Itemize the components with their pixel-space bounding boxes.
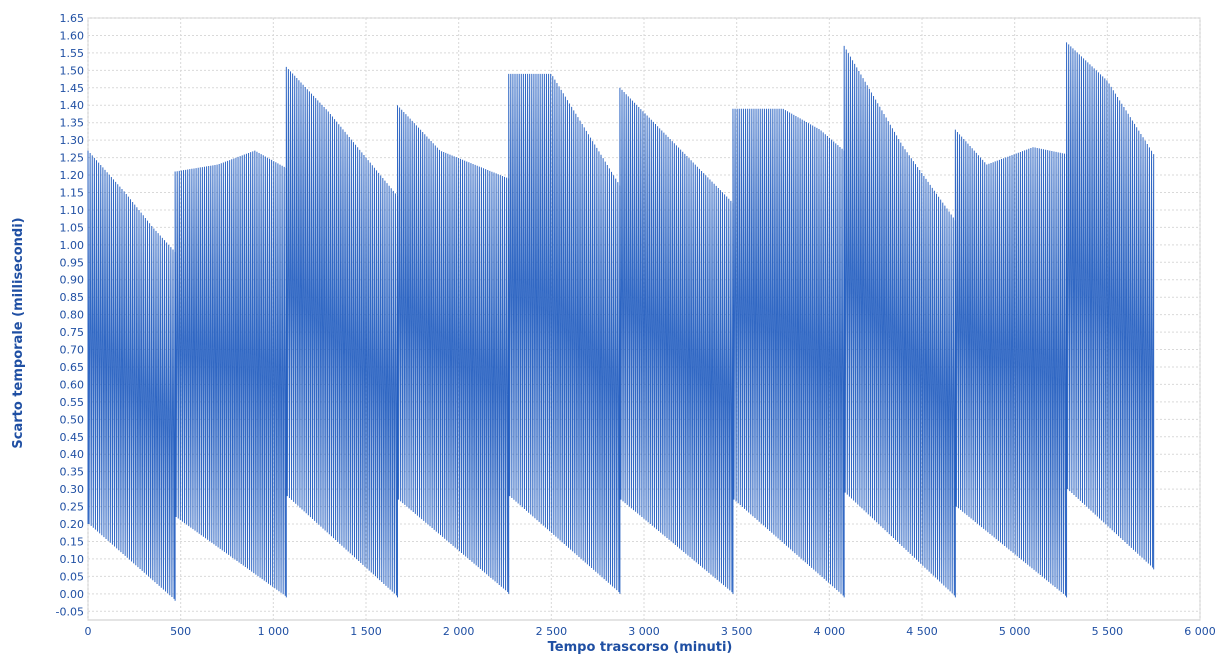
y-tick-label: 0.05 [60, 570, 85, 583]
y-tick-label: 1.05 [60, 221, 85, 234]
y-tick-label: 0.55 [60, 396, 85, 409]
x-tick-label: 3 000 [628, 625, 660, 638]
y-tick-label: 1.65 [60, 12, 85, 25]
y-axis-title: Scarto temporale (millisecondi) [11, 217, 26, 448]
x-tick-label: 2 000 [443, 625, 475, 638]
y-tick-label: 1.20 [60, 169, 85, 182]
y-tick-label: 0.90 [60, 274, 85, 287]
x-tick-label: 1 500 [350, 625, 382, 638]
series-line-segment [619, 87, 734, 594]
y-tick-label: 0.65 [60, 361, 85, 374]
y-tick-label: 0.10 [60, 553, 85, 566]
y-tick-label: 1.40 [60, 99, 85, 112]
y-tick-label: 0.15 [60, 535, 85, 548]
series-line-segment [843, 45, 956, 598]
series-line-segment [87, 150, 176, 601]
y-tick-label: 1.35 [60, 117, 85, 130]
y-tick-label: 0.00 [60, 588, 85, 601]
x-tick-label: 5 000 [999, 625, 1031, 638]
y-tick-label: 1.50 [60, 64, 85, 77]
series-line-segment [508, 73, 621, 594]
x-tick-label: 500 [170, 625, 191, 638]
y-tick-label: 0.25 [60, 501, 85, 514]
y-tick-label: 1.30 [60, 134, 85, 147]
x-tick-label: 4 000 [814, 625, 846, 638]
y-tick-label: 1.60 [60, 29, 85, 42]
y-tick-label: 0.70 [60, 344, 85, 357]
y-tick-label: 0.20 [60, 518, 85, 531]
data-layer [87, 42, 1155, 601]
y-tick-label: 1.25 [60, 152, 85, 165]
y-tick-label: 1.15 [60, 186, 85, 199]
x-tick-label: 4 500 [906, 625, 938, 638]
y-tick-label: 0.50 [60, 413, 85, 426]
y-tick-label: 0.85 [60, 291, 85, 304]
y-tick-label: 1.45 [60, 82, 85, 95]
y-tick-label: 0.60 [60, 378, 85, 391]
x-tick-label: 6 000 [1184, 625, 1216, 638]
y-tick-label: 1.00 [60, 239, 85, 252]
series-line-segment [285, 66, 399, 598]
x-tick-label: 3 500 [721, 625, 753, 638]
series-line-segment [1066, 42, 1155, 570]
y-tick-label: 0.45 [60, 431, 85, 444]
y-tick-label: 0.40 [60, 448, 85, 461]
y-tick-label: 0.30 [60, 483, 85, 496]
y-tick-label: 0.75 [60, 326, 85, 339]
y-tick-label: 1.10 [60, 204, 85, 217]
series-line-segment [397, 105, 510, 594]
y-tick-label: 0.80 [60, 309, 85, 322]
series-line-segment [954, 129, 1068, 598]
x-tick-label: 1 000 [258, 625, 290, 638]
series-line-segment [732, 108, 845, 598]
x-tick-label: 2 500 [536, 625, 568, 638]
axis-layer: 0 500 1 000 1 500 2 000 2 500 3 000 3 500 4 000 4… [56, 12, 1216, 638]
y-tick-label: 0.95 [60, 256, 85, 269]
y-tick-label: 0.35 [60, 466, 85, 479]
y-tick-label: 1.55 [60, 47, 85, 60]
x-tick-label: 0 [85, 625, 92, 638]
x-axis-title: Tempo trascorso (minuti) [548, 640, 733, 655]
series-line-segment [174, 150, 287, 598]
y-tick-label: -0.05 [56, 605, 84, 618]
x-tick-label: 5 500 [1092, 625, 1124, 638]
